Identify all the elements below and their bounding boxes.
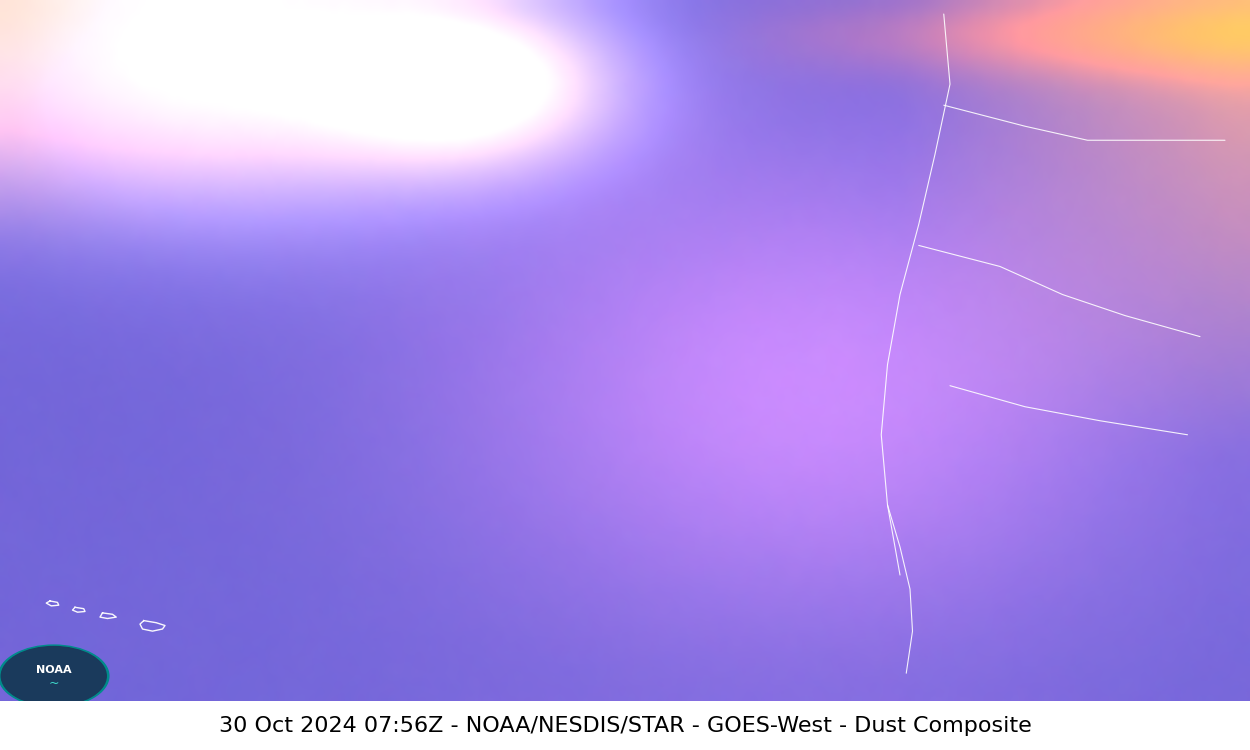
Circle shape: [0, 645, 109, 707]
Circle shape: [1, 646, 106, 706]
Text: ~: ~: [49, 676, 59, 689]
Text: NOAA: NOAA: [36, 665, 71, 676]
Text: 30 Oct 2024 07:56Z - NOAA/NESDIS/STAR - GOES-West - Dust Composite: 30 Oct 2024 07:56Z - NOAA/NESDIS/STAR - …: [219, 716, 1031, 736]
